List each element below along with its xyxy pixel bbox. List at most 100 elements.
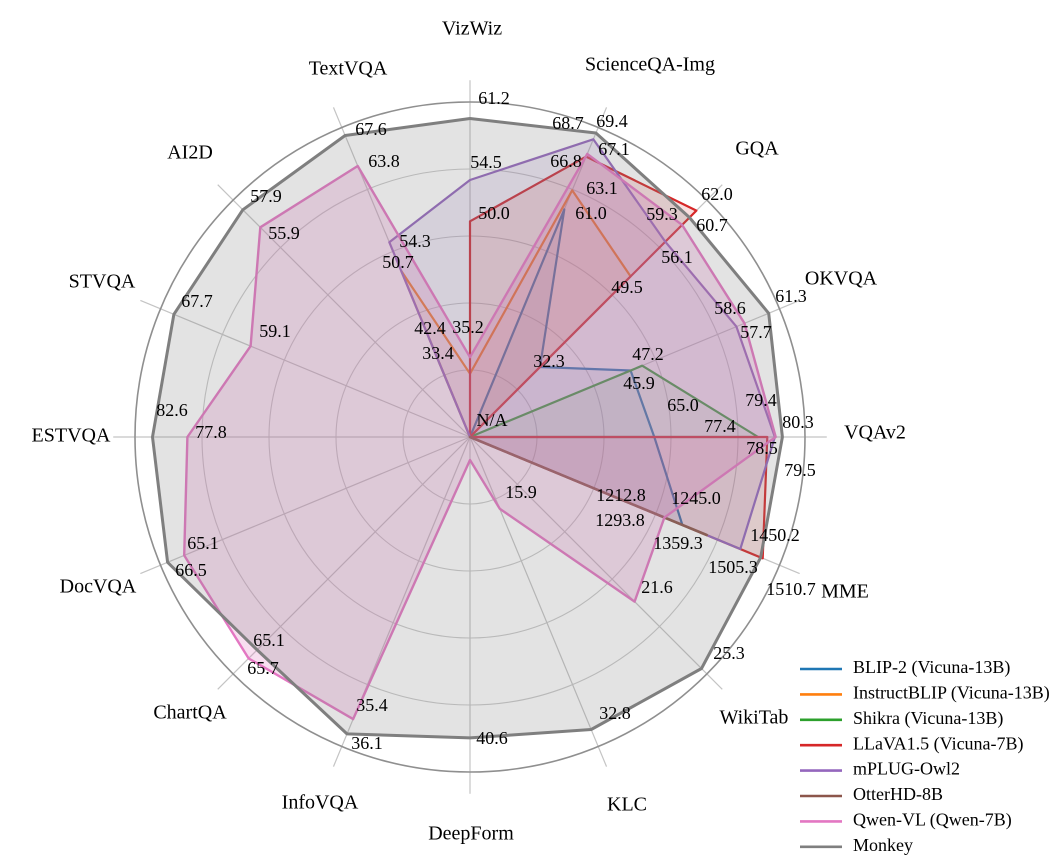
value-label: 32.3	[533, 351, 565, 371]
legend-item-label: Qwen-VL (Qwen-7B)	[853, 810, 1012, 831]
value-label: 79.5	[784, 460, 816, 480]
value-label: 40.6	[476, 728, 508, 748]
axis-label: ScienceQA-Img	[585, 54, 715, 76]
series-fill	[470, 365, 759, 437]
value-label: 59.3	[646, 204, 678, 224]
value-label: 1505.3	[708, 557, 758, 577]
axis-label: DeepForm	[428, 823, 514, 845]
axis-spoke	[217, 436, 471, 690]
value-label: 45.9	[623, 373, 655, 393]
value-label: 1510.7	[766, 579, 816, 599]
axis-spoke	[140, 299, 471, 438]
value-label: 55.9	[268, 223, 300, 243]
value-label: 33.4	[422, 343, 454, 363]
series-fill	[152, 118, 783, 738]
axis-spoke	[469, 436, 608, 767]
value-label: 15.9	[505, 482, 537, 502]
series-line	[151, 117, 784, 740]
center-na-label: N/A	[477, 410, 508, 430]
value-label: 66.8	[550, 151, 582, 171]
axis-label: InfoVQA	[282, 792, 359, 814]
value-label: 65.1	[253, 630, 285, 650]
axis-label: WikiTab	[720, 707, 789, 729]
value-label: 67.7	[181, 291, 213, 311]
value-label: 35.2	[452, 317, 484, 337]
value-label: 69.4	[596, 111, 628, 131]
value-label: 62.0	[701, 184, 733, 204]
value-label: 65.7	[247, 658, 279, 678]
series-fill	[389, 139, 775, 550]
legend-item-label: Shikra (Vicuna-13B)	[853, 708, 1003, 729]
value-label: 77.4	[704, 416, 736, 436]
value-label: 78.5	[746, 438, 778, 458]
axis-label: OKVQA	[805, 268, 878, 290]
axis-label: MME	[821, 581, 869, 603]
value-label: 65.1	[187, 533, 219, 553]
value-label: 47.2	[632, 344, 664, 364]
value-label: 61.3	[775, 286, 807, 306]
value-label: 57.9	[250, 186, 282, 206]
series-fill	[401, 190, 653, 513]
value-label: 67.1	[598, 139, 630, 159]
series-fill	[470, 156, 768, 559]
value-label: 21.6	[641, 577, 673, 597]
value-label: 80.3	[782, 412, 814, 432]
legend-item-label: LLaVA1.5 (Vicuna-7B)	[853, 733, 1024, 754]
value-label: 35.4	[356, 695, 388, 715]
value-label: 32.8	[599, 703, 631, 723]
axis-label: AI2D	[167, 142, 213, 164]
value-label: 1212.8	[596, 485, 646, 505]
legend-item-label: OtterHD-8B	[853, 784, 943, 804]
value-label: 50.0	[478, 203, 510, 223]
series-line	[183, 152, 777, 721]
series-fill	[184, 153, 776, 720]
axis-spoke	[469, 436, 723, 690]
value-label: 50.7	[382, 252, 414, 272]
value-label: 82.6	[156, 400, 188, 420]
axis-label: TextVQA	[309, 58, 388, 80]
value-label: 68.7	[552, 113, 584, 133]
axis-label: ChartQA	[153, 702, 227, 724]
value-label: 65.0	[667, 395, 699, 415]
value-label: 57.7	[740, 322, 772, 342]
legend-item-label: mPLUG-Owl2	[853, 759, 960, 779]
value-label: 56.1	[661, 247, 693, 267]
axis-label: DocVQA	[60, 576, 137, 598]
axis-label: ESTVQA	[32, 425, 111, 447]
axis-label: KLC	[607, 794, 647, 816]
value-label: 58.6	[714, 298, 746, 318]
value-label: 1450.2	[750, 525, 800, 545]
value-label: 54.3	[399, 231, 431, 251]
value-label: 1293.8	[595, 510, 645, 530]
value-label: 67.6	[355, 119, 387, 139]
value-label: 63.8	[368, 151, 400, 171]
value-label: 77.8	[195, 422, 227, 442]
legend-item-label: Monkey	[853, 835, 913, 855]
axis-spoke	[140, 436, 471, 575]
value-label: 54.5	[470, 152, 502, 172]
value-label: 36.1	[351, 733, 383, 753]
axis-label: GQA	[735, 138, 779, 160]
value-label: 63.1	[586, 178, 618, 198]
outer-ring	[134, 101, 806, 773]
value-label: 49.5	[611, 277, 643, 297]
axis-label: STVQA	[69, 271, 136, 293]
value-label: 1359.3	[653, 533, 703, 553]
value-label: 59.1	[259, 321, 291, 341]
value-label: 61.0	[575, 203, 607, 223]
axis-label: VizWiz	[442, 18, 502, 40]
value-label: 42.4	[414, 318, 446, 338]
value-label: 79.4	[745, 390, 777, 410]
legend-item-label: BLIP-2 (Vicuna-13B)	[853, 657, 1010, 678]
legend-item-label: InstructBLIP (Vicuna-13B)	[853, 683, 1050, 704]
value-label: 1245.0	[671, 488, 721, 508]
value-label: 25.3	[713, 643, 745, 663]
series-line	[468, 435, 708, 537]
value-label: 60.7	[696, 215, 728, 235]
axis-label: VQAv2	[844, 422, 906, 444]
value-label: 61.2	[478, 88, 510, 108]
value-label: 66.5	[175, 560, 207, 580]
